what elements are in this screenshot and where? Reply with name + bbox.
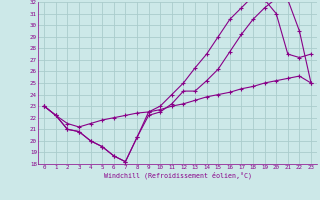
X-axis label: Windchill (Refroidissement éolien,°C): Windchill (Refroidissement éolien,°C)	[104, 172, 252, 179]
